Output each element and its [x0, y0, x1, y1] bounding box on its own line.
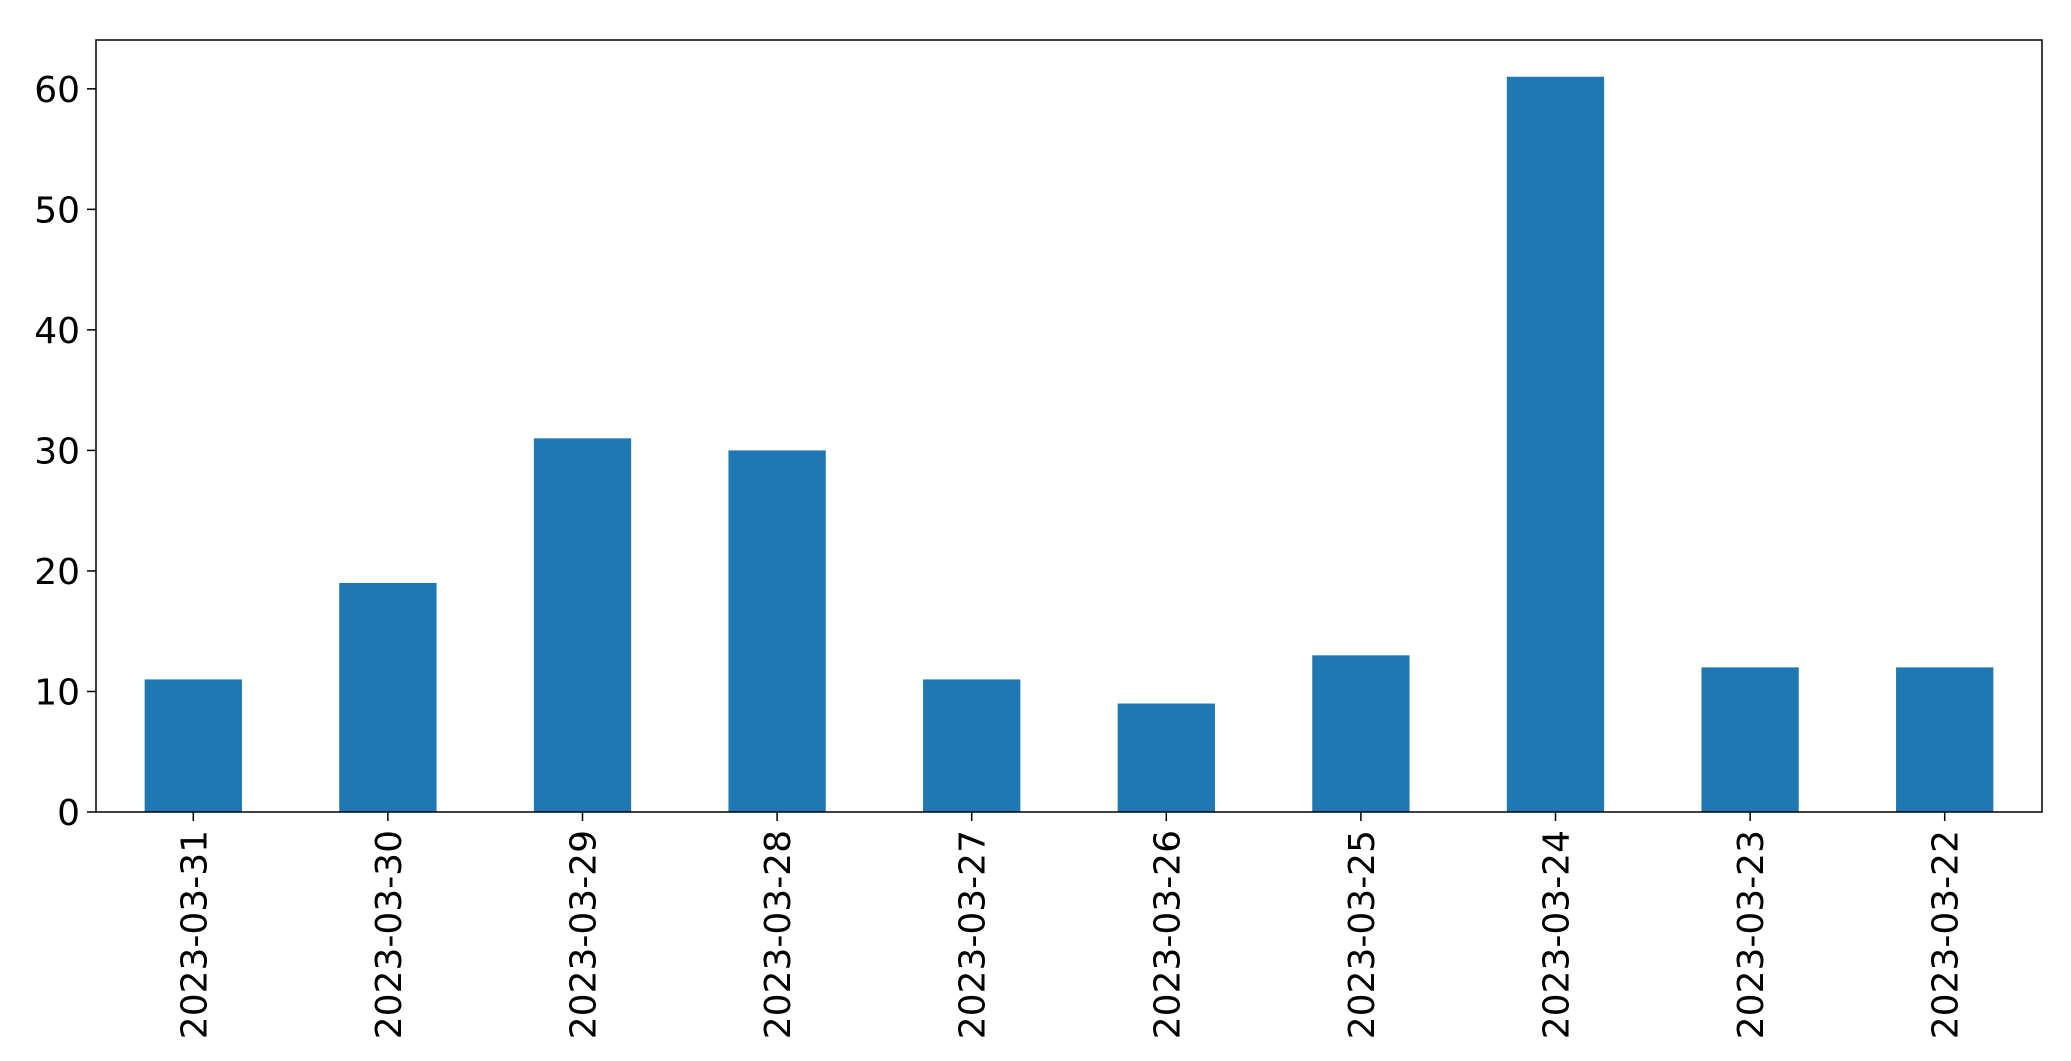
x-tick-label: 2023-03-30 [369, 830, 410, 1039]
y-tick-label: 30 [34, 431, 80, 472]
y-tick-label: 10 [34, 672, 80, 713]
x-tick-label: 2023-03-26 [1147, 830, 1188, 1039]
y-tick-label: 50 [34, 190, 80, 231]
bar [1312, 655, 1410, 812]
bar [923, 679, 1021, 812]
bar [728, 450, 826, 812]
x-tick-label: 2023-03-28 [758, 830, 799, 1039]
x-tick-label: 2023-03-25 [1342, 830, 1383, 1039]
bar [144, 679, 242, 812]
x-tick-label: 2023-03-22 [1926, 830, 1967, 1039]
bar [1701, 667, 1799, 812]
bar [1896, 667, 1994, 812]
x-tick-label: 2023-03-24 [1537, 830, 1578, 1039]
x-tick-label: 2023-03-29 [564, 830, 605, 1039]
bar [533, 438, 632, 812]
x-tick-label: 2023-03-23 [1731, 830, 1772, 1039]
bar [339, 582, 437, 812]
x-tick-label: 2023-03-27 [953, 830, 994, 1039]
bar [1117, 703, 1215, 812]
x-tick-label: 2023-03-31 [174, 830, 215, 1039]
y-tick-label: 60 [34, 70, 80, 111]
y-tick-label: 40 [34, 311, 80, 352]
bar [1506, 76, 1605, 812]
y-tick-label: 20 [34, 552, 80, 593]
axes-frame [95, 39, 2043, 813]
y-tick-label: 0 [57, 793, 80, 834]
